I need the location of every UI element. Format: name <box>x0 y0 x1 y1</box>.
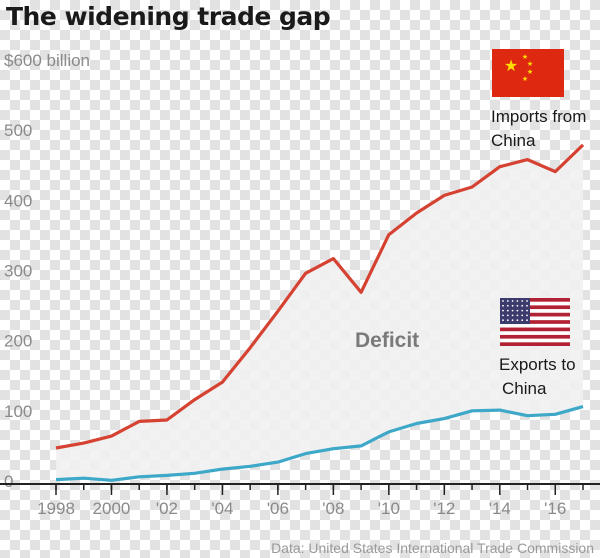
x-tick-label: 1998 <box>37 499 75 518</box>
deficit-area <box>56 144 583 481</box>
y-tick-label: 500 <box>4 121 32 140</box>
x-tick-label: '14 <box>489 499 511 518</box>
y-tick-label: 200 <box>4 332 32 351</box>
china-flag-icon: ★ ★ ★ ★ ★ <box>492 49 564 97</box>
y-tick-label: $600 billion <box>4 51 90 70</box>
chart-title: The widening trade gap <box>6 2 331 31</box>
x-tick-label: '12 <box>433 499 455 518</box>
deficit-annotation: Deficit <box>355 329 419 352</box>
us-flag-icon <box>500 298 570 346</box>
y-tick-label: 0 <box>4 472 13 491</box>
svg-text:★: ★ <box>504 58 518 75</box>
x-tick-label: '10 <box>378 499 400 518</box>
source-note: Data: United States International Trade … <box>271 540 594 556</box>
imports-label-line-1: Imports from <box>491 107 586 126</box>
exports-line <box>55 405 584 482</box>
svg-text:★: ★ <box>522 53 528 61</box>
svg-text:★: ★ <box>527 68 533 76</box>
x-tick-label: '04 <box>211 499 233 518</box>
imports-line <box>55 143 585 450</box>
y-tick-label: 300 <box>4 262 32 281</box>
y-axis-ticks: 0 100 200 300 400 500 $600 billion <box>4 51 90 491</box>
exports-label-line-1: Exports to <box>499 355 576 374</box>
x-axis-ticks: 1998 2000 '02 '04 '06 '08 '10 '12 '14 '16 <box>37 484 584 518</box>
y-tick-label: 400 <box>4 191 32 210</box>
exports-label-line-2: China <box>502 379 547 398</box>
svg-text:★: ★ <box>527 60 533 68</box>
svg-text:★: ★ <box>522 75 528 83</box>
x-tick-label: '06 <box>267 499 289 518</box>
x-tick-label: '02 <box>156 499 178 518</box>
x-tick-label: '16 <box>544 499 566 518</box>
x-tick-label: 2000 <box>93 499 131 518</box>
imports-label-line-2: China <box>491 131 536 150</box>
y-tick-label: 100 <box>4 402 32 421</box>
x-tick-label: '08 <box>322 499 344 518</box>
